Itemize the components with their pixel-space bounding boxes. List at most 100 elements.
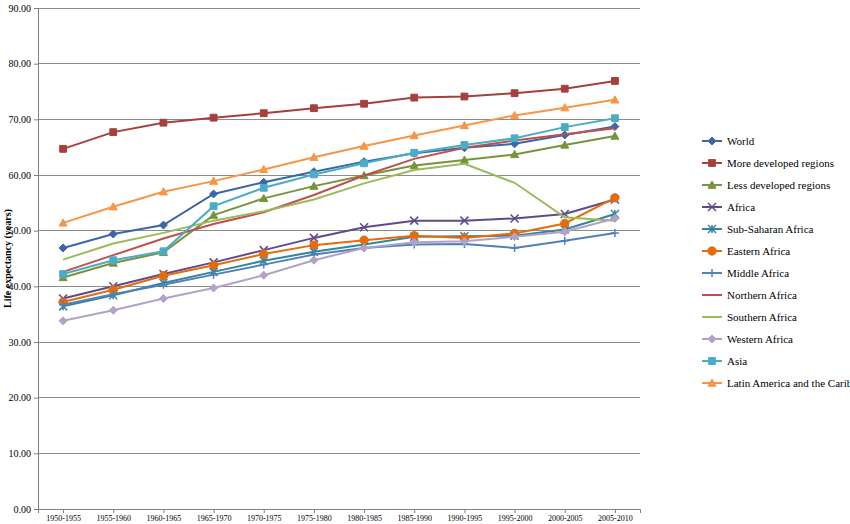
legend-label: Asia [727,355,747,367]
y-tick-mark [34,453,38,454]
y-tick: 80.00 [9,58,39,69]
legend-swatch [702,294,722,296]
legend-marker [709,358,716,365]
series-marker [260,250,268,258]
series-marker [411,149,418,156]
series-marker [611,132,619,139]
series-marker [561,124,568,131]
x-tick: 1950-1955 [46,509,81,523]
series-marker [260,261,268,269]
legend-item: Middle Africa [702,267,789,279]
series-marker [511,233,519,241]
legend-marker [708,137,716,145]
x-tick: 1980-1985 [347,509,382,523]
series-marker [210,177,218,184]
series-line [63,198,615,302]
grid-line [38,342,640,343]
x-tick-mark [63,509,64,513]
y-tick-mark [34,286,38,287]
y-axis-title: Life expectancy (years) [2,209,14,308]
legend: World More developed regions Less develope… [702,135,850,389]
x-tick-mark [464,509,465,513]
x-tick: 1965-1970 [197,509,232,523]
legend-label: Western Africa [727,333,793,345]
series-marker [310,153,318,160]
x-tick: 1995-2000 [498,509,533,523]
series-marker [460,237,468,245]
grid-line [38,175,640,176]
series-marker [159,188,167,195]
series-marker [612,78,619,85]
y-axis-line [34,9,39,510]
y-tick: 70.00 [9,114,39,125]
legend-item: More developed regions [702,157,834,169]
series-marker [461,142,468,149]
series-marker [511,135,518,142]
grid-line [38,397,640,398]
series-marker [209,261,217,269]
y-tick-mark [34,398,38,399]
series [63,128,615,272]
legend-label: More developed regions [727,157,834,169]
series-marker [561,228,569,236]
series-marker [361,160,368,167]
series-marker [310,256,318,264]
series-marker [410,217,418,225]
series-marker [59,244,67,252]
series-marker [159,272,167,280]
legend-label: Africa [727,201,755,213]
series-marker [360,223,368,231]
y-tick-label: 80.00 [9,58,32,69]
series-marker [311,171,318,178]
grid [38,8,640,509]
series-marker [60,271,67,278]
legend-label: Northern Africa [727,289,797,301]
series-marker [260,110,267,117]
series [59,132,619,281]
x-tick-label: 1995-2000 [498,514,533,523]
legend-label: Less developed regions [727,179,830,191]
x-tick-label: 2005-2010 [598,514,633,523]
legend-item: World [702,135,755,147]
plot: 0.0010.0020.0030.0040.0050.0060.0070.008… [9,3,641,523]
series-marker [110,129,117,136]
series-marker [210,190,218,198]
y-tick-mark [34,8,38,9]
y-tick-mark [34,119,38,120]
series [59,194,619,306]
x-tick-label: 1975-1980 [297,514,332,523]
legend-item: Africa [702,201,755,213]
series-marker [109,306,117,314]
y-tick: 20.00 [9,392,39,403]
x-tick-mark [565,509,566,513]
series-line [63,164,615,260]
series-marker [159,281,167,289]
legend-marker [709,160,716,167]
series-marker [410,162,418,169]
series-marker [410,131,418,138]
x-tick: 1955-1960 [96,509,131,523]
series-line [63,214,615,306]
y-tick-label: 20.00 [9,392,32,403]
series-marker [612,115,619,122]
x-tick: 1960-1965 [147,509,182,523]
series-marker [511,90,518,97]
series-marker [260,184,267,191]
x-tick: 1985-1990 [397,509,432,523]
series [59,229,619,309]
legend-item: Southern Africa [702,311,797,323]
x-tick-label: 1950-1955 [46,514,81,523]
y-tick-label: 70.00 [9,114,32,125]
series-marker [59,301,67,309]
legend-label: World [727,135,755,147]
series-marker [360,244,368,252]
series-area [59,78,619,325]
series-marker [210,271,218,279]
series-marker [561,237,569,245]
series-marker [310,241,318,249]
y-tick-label: 60.00 [9,170,32,181]
series-marker [511,150,519,157]
series-marker [59,219,67,226]
series-marker [210,203,217,210]
series-line [63,128,615,272]
